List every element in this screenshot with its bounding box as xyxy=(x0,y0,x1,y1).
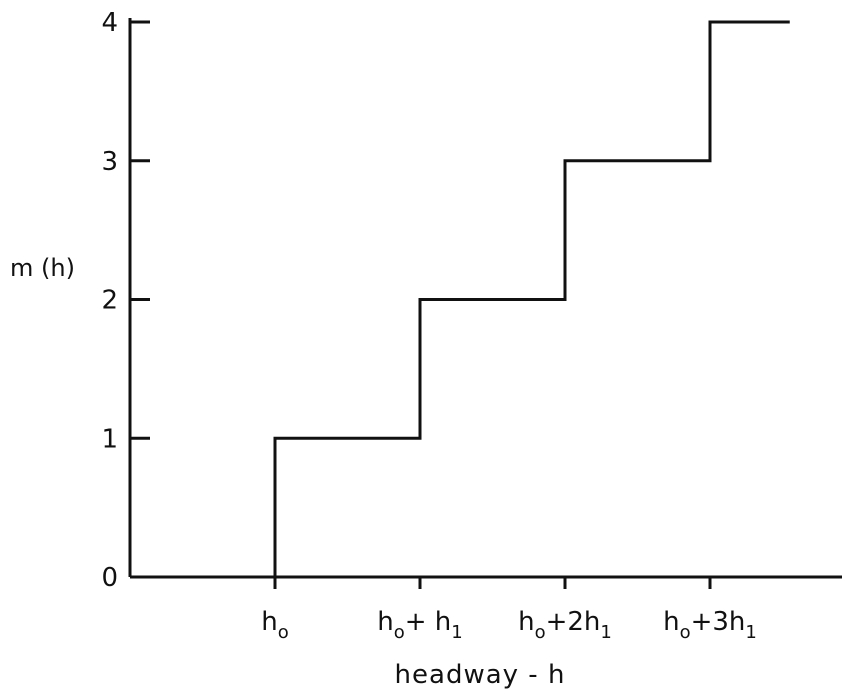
y-tick-label: 4 xyxy=(101,8,118,38)
step-series-line xyxy=(273,20,790,577)
y-tick-label: 1 xyxy=(101,424,118,454)
x-tick-label: ho xyxy=(261,607,289,643)
y-ticks: 0 1 2 3 4 xyxy=(101,8,150,593)
y-axis-label: m (h) xyxy=(10,254,75,282)
x-tick-label: ho+ h1 xyxy=(377,607,462,643)
x-tick-label: ho+2h1 xyxy=(518,607,612,643)
x-ticks: ho ho+ h1 ho+2h1 ho+3h1 xyxy=(261,577,757,643)
x-tick-label: ho+3h1 xyxy=(663,607,757,643)
y-tick-label: 2 xyxy=(101,286,118,316)
y-tick-label: 3 xyxy=(101,147,118,177)
x-axis-label: headway - h xyxy=(395,660,566,690)
axes xyxy=(128,18,842,579)
y-tick-label: 0 xyxy=(101,563,118,593)
